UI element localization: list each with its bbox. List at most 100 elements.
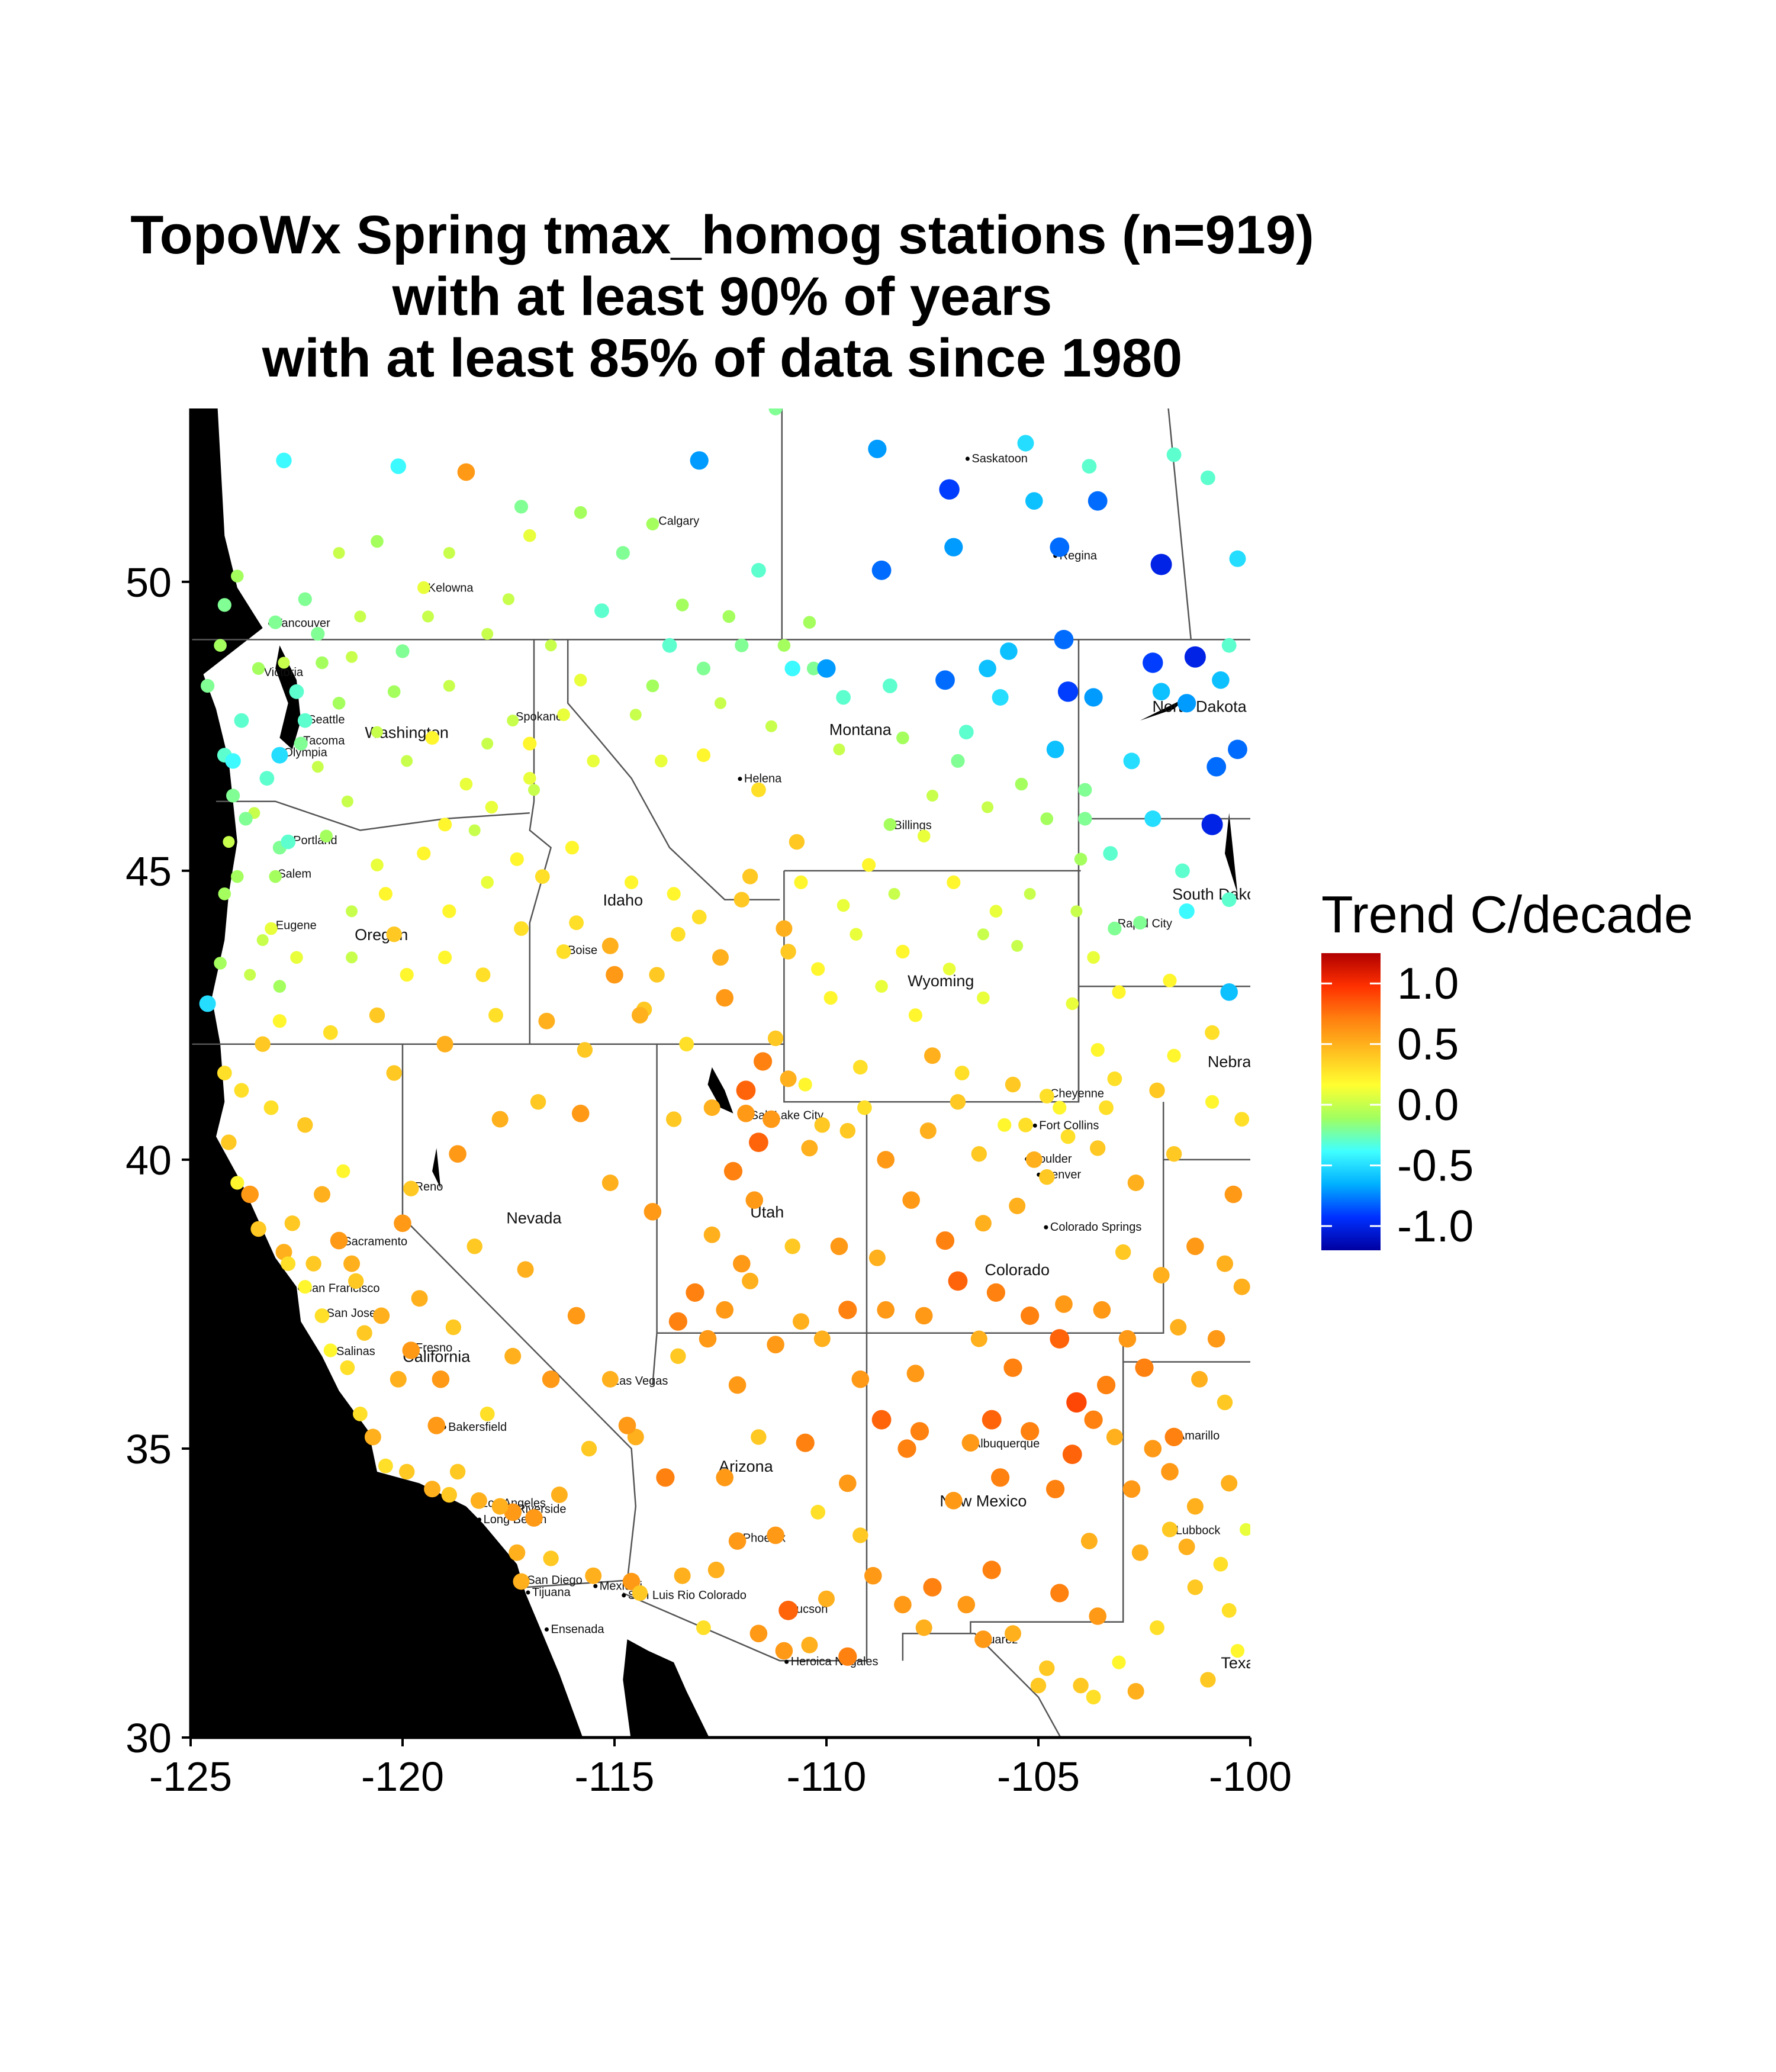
city-label: San Luis Rio Colorado [628,1589,747,1602]
station-point [457,463,475,481]
station-point [314,1308,330,1323]
station-point [777,639,791,652]
station-point [801,1140,818,1157]
station-point [1024,887,1036,900]
station-point [239,812,253,826]
x-tick-label: -100 [1209,1754,1292,1800]
station-point [273,980,287,993]
station-point [852,1060,868,1075]
station-point [399,1463,415,1480]
station-point [1021,1422,1040,1441]
station-point [1201,470,1215,485]
station-point [371,858,384,871]
station-point [632,1006,648,1024]
station-point [411,1290,428,1307]
station-point [667,887,681,901]
station-point [833,743,845,755]
station-point [1221,638,1237,653]
station-point [974,1215,992,1232]
station-point [394,1214,411,1233]
station-point [1152,683,1170,701]
station-point [696,748,710,762]
station-point [323,1343,337,1357]
station-point [728,1376,747,1394]
station-point [275,1244,292,1261]
city-label: Las Vegas [613,1375,668,1388]
station-points [199,408,1250,1705]
station-point [716,1301,733,1319]
station-point [485,800,498,814]
station-point [616,546,630,560]
station-point [1229,550,1246,567]
city-label: Colorado Springs [1050,1221,1142,1234]
station-point [897,1439,916,1458]
station-point [751,562,766,578]
station-point [1017,435,1034,452]
station-point [265,922,278,935]
station-point [674,1567,691,1584]
station-point [1179,903,1195,919]
station-point [1005,1076,1021,1093]
station-point [438,818,452,832]
station-point [1089,1607,1106,1625]
station-point [356,1325,372,1341]
station-point [1055,1295,1073,1313]
station-point [445,1319,462,1336]
city-label: Fresno [416,1341,452,1354]
station-point [507,715,519,727]
state-label: South Dakota [1172,886,1270,903]
station-point [806,661,821,675]
station-point [1060,1129,1076,1144]
station-point [417,847,431,861]
station-point [323,1025,338,1040]
station-point [839,1474,857,1492]
station-point [948,1271,968,1291]
city-label: Fort Collins [1039,1119,1099,1132]
station-point [778,1600,798,1620]
station-point [504,1347,522,1365]
y-tick-label: 40 [126,1137,172,1183]
station-point [749,1132,768,1152]
station-point [1149,1082,1165,1099]
station-point [244,969,256,981]
station-point [1053,1101,1067,1115]
station-point [668,1312,687,1331]
station-point [735,638,749,652]
station-point [346,905,358,918]
station-point [557,708,570,722]
station-point [503,593,514,606]
station-point [241,1185,259,1204]
station-point [1201,813,1223,835]
station-point [230,1176,244,1190]
station-point [504,1503,522,1521]
station-point [294,736,308,751]
station-point [798,1077,812,1092]
state-label: Nebraska [1208,1053,1277,1071]
station-point [810,1504,826,1520]
legend-colorbar [1321,953,1381,1250]
station-point [449,1463,466,1480]
station-point [767,1336,784,1354]
station-point [992,689,1009,706]
state-label: Wyoming [908,972,974,990]
station-point [371,726,383,738]
station-point [231,870,244,883]
station-point [733,892,750,908]
station-point [199,995,216,1012]
station-point [556,944,571,959]
station-point [1205,1095,1220,1109]
station-point [1030,1678,1047,1694]
station-point [480,1407,495,1421]
station-point [401,755,413,767]
station-point [691,909,707,925]
station-point [979,659,996,677]
station-point [256,934,269,946]
station-point [670,1348,686,1364]
station-point [646,517,659,530]
station-point [601,1175,619,1191]
station-point [1062,1444,1082,1465]
station-point [217,1066,232,1080]
color-legend: Trend C/decade 1.0 0.5 0.0 -0.5 -1.0 [1321,885,1693,1251]
station-point [353,1407,368,1421]
